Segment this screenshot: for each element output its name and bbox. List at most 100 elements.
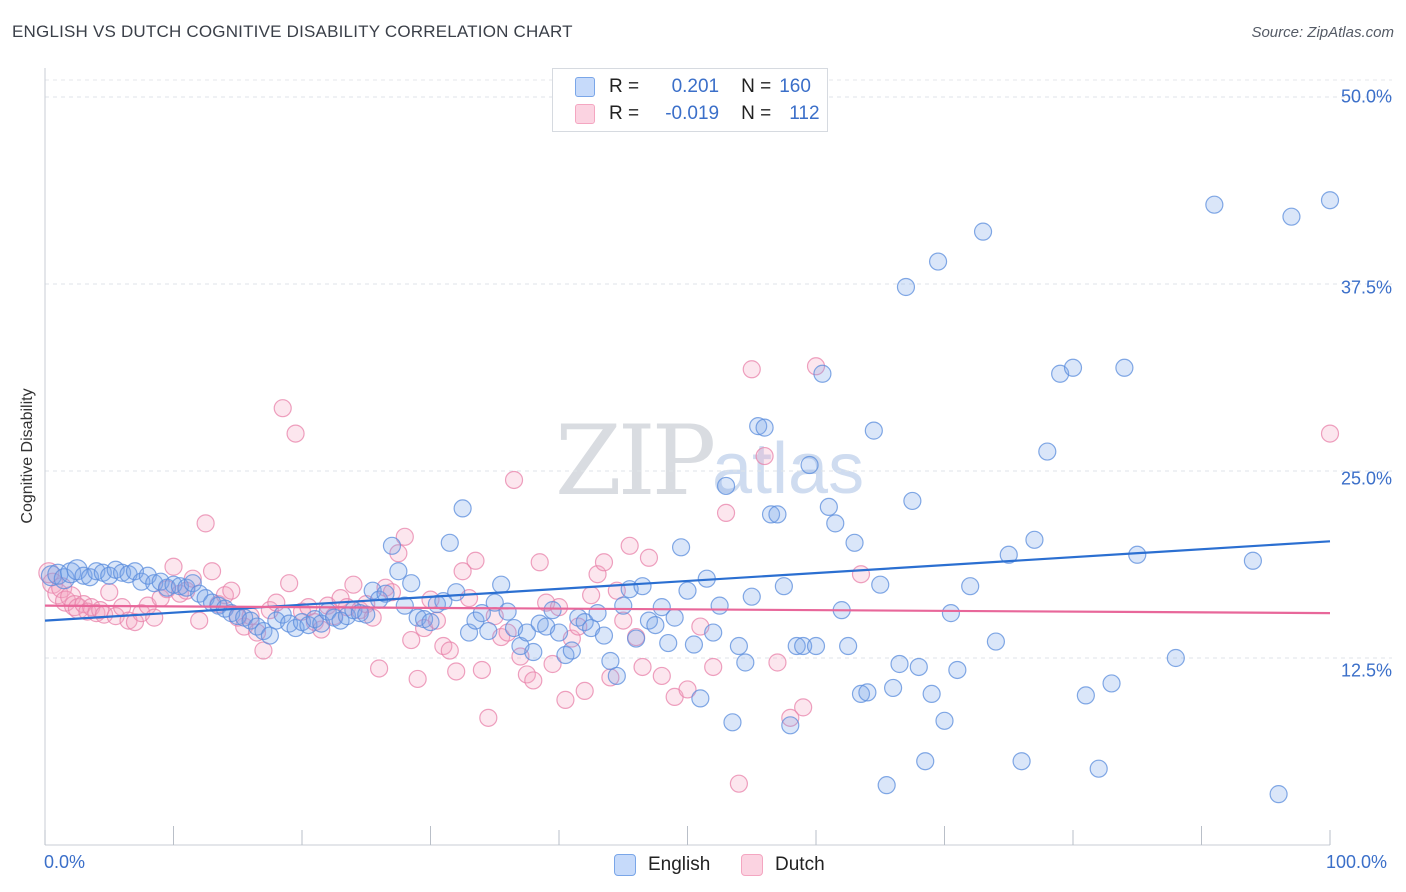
english-point-157	[1205, 195, 1224, 214]
english-point-122	[826, 514, 845, 533]
dutch-point-113	[1320, 424, 1340, 443]
english-point-144	[986, 632, 1006, 651]
english-point-121	[819, 497, 838, 517]
english-point-66	[466, 611, 485, 630]
english-point-96	[659, 633, 678, 653]
dutch-r-label: R =	[609, 103, 640, 124]
y-tick-label-50: 50.0%	[1340, 86, 1392, 107]
english-point-127	[858, 683, 877, 702]
english-point-87	[601, 651, 620, 671]
english-r-value: 0.201	[671, 76, 720, 97]
chart-title: ENGLISH VS DUTCH COGNITIVE DISABILITY CO…	[12, 22, 573, 41]
y-tick-label-37-5: 37.5%	[1340, 277, 1392, 298]
english-legend-label: English	[648, 854, 711, 875]
watermark-atlas: atlas	[712, 429, 865, 509]
english-point-48	[350, 604, 369, 623]
dutch-point-42	[280, 574, 299, 593]
dutch-legend-label: Dutch	[775, 854, 825, 875]
english-point-143	[973, 222, 993, 241]
english-point-68	[479, 621, 498, 641]
dutch-point-56	[370, 659, 389, 678]
english-point-70	[492, 575, 511, 594]
english-point-95	[652, 598, 671, 617]
dutch-point-107	[755, 446, 774, 466]
dutch-point-73	[479, 708, 498, 727]
english-point-150	[1063, 358, 1083, 377]
dutch-point-109	[781, 708, 800, 727]
dutch-trend-line	[44, 604, 1331, 615]
english-point-59	[421, 612, 440, 632]
english-point-126	[851, 684, 871, 704]
dutch-point-85	[556, 690, 575, 709]
dutch-point-101	[678, 680, 697, 699]
dutch-point-33	[222, 581, 241, 600]
english-point-133	[896, 277, 916, 297]
dutch-point-52	[344, 575, 363, 594]
dutch-point-81	[530, 553, 549, 572]
english-point-153	[1102, 674, 1121, 693]
dutch-point-83	[543, 654, 562, 674]
english-n-value: 160	[779, 76, 811, 97]
english-point-142	[961, 577, 980, 596]
dutch-point-104	[716, 503, 736, 522]
dutch-point-98	[639, 548, 659, 567]
english-point-53	[382, 536, 402, 555]
english-point-69	[485, 593, 504, 612]
english-point-97	[665, 608, 684, 627]
english-point-154	[1115, 358, 1134, 377]
english-point-92	[633, 577, 652, 596]
english-point-136	[916, 752, 935, 771]
dutch-point-72	[472, 660, 491, 680]
english-point-88	[607, 666, 626, 686]
dutch-point-69	[453, 562, 472, 581]
dutch-point-80	[524, 671, 543, 690]
english-point-116	[787, 636, 806, 656]
dutch-point-110	[794, 698, 813, 717]
english-point-155	[1128, 545, 1147, 564]
dutch-point-67	[440, 641, 459, 660]
english-point-119	[806, 636, 826, 656]
english-point-138	[928, 252, 948, 271]
english-point-79	[549, 623, 569, 642]
english-point-112	[761, 505, 781, 524]
dutch-point-89	[582, 586, 601, 605]
legend-item-english[interactable]: English	[614, 854, 710, 876]
english-point-104	[710, 596, 729, 615]
legend-row-dutch: R = -0.019 N = 112	[575, 101, 820, 127]
english-point-106	[723, 713, 742, 732]
dutch-point-28	[190, 611, 209, 630]
dutch-point-99	[652, 666, 671, 686]
english-point-118	[800, 455, 819, 475]
english-point-81	[562, 641, 581, 660]
english-point-56	[402, 574, 421, 593]
english-point-151	[1076, 686, 1095, 705]
english-point-89	[614, 596, 633, 615]
english-r-label: R =	[609, 76, 640, 97]
english-point-111	[755, 418, 774, 437]
dutch-point-112	[851, 565, 871, 584]
english-point-156	[1166, 648, 1185, 668]
english-point-132	[890, 654, 909, 674]
english-point-148	[1038, 442, 1057, 461]
english-point-98	[671, 538, 691, 557]
english-point-109	[742, 587, 761, 606]
english-point-22	[183, 574, 202, 593]
english-point-63	[447, 583, 466, 602]
x-tick-label-min: 0.0%	[44, 852, 86, 872]
english-point-159	[1269, 785, 1288, 804]
dutch-point-61	[402, 630, 421, 650]
legend-item-dutch[interactable]: Dutch	[741, 854, 825, 876]
english-n-label: N =	[741, 76, 772, 97]
english-point-71	[498, 602, 517, 621]
english-point-55	[395, 596, 414, 615]
dutch-point-111	[806, 357, 826, 376]
y-tick-label-25: 25.0%	[1340, 468, 1392, 489]
dutch-point-95	[620, 536, 639, 555]
dutch-point-103	[704, 657, 723, 677]
dutch-n-label: N =	[741, 103, 772, 124]
series-legend: English Dutch	[0, 850, 1406, 880]
dutch-point-59	[389, 544, 408, 563]
english-point-85	[588, 604, 607, 623]
english-point-135	[909, 657, 928, 677]
